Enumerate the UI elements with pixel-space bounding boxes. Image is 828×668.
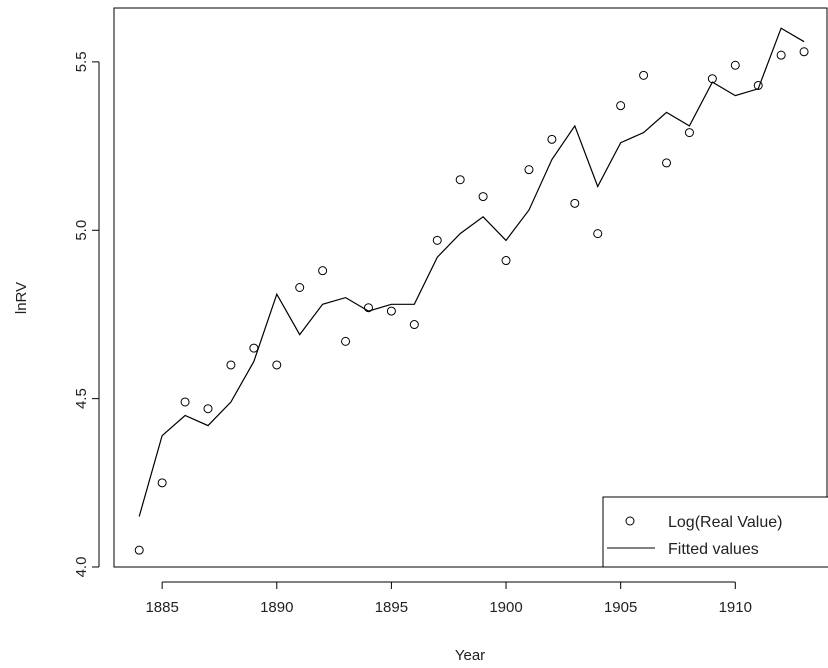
data-point: [157, 478, 167, 488]
data-point: [639, 70, 649, 80]
x-axis: 1885 1890 1895 1900 1905 1910: [145, 581, 752, 616]
data-point: [707, 74, 717, 84]
data-point: [799, 47, 809, 57]
data-point: [593, 229, 603, 239]
fitted-values-series: [138, 27, 805, 517]
data-point: [432, 235, 442, 245]
legend-point-marker: [625, 516, 635, 526]
data-point: [570, 198, 580, 208]
data-point: [616, 101, 626, 111]
data-point: [295, 283, 305, 292]
data-point: [524, 165, 534, 175]
data-point: [684, 128, 694, 138]
data-point: [478, 192, 488, 202]
y-tick-label: 4.0: [73, 557, 90, 578]
data-point: [547, 134, 557, 144]
legend-box: [602, 496, 828, 568]
data-point: [386, 306, 396, 316]
x-tick-label: 1890: [260, 599, 293, 616]
y-tick-label: 4.5: [73, 388, 90, 409]
data-point: [272, 360, 282, 370]
x-tick-label: 1905: [604, 599, 637, 616]
x-axis-title: Year: [455, 647, 485, 664]
data-point: [501, 256, 511, 266]
log-real-value-series: [134, 47, 809, 555]
y-tick-label: 5.5: [73, 51, 90, 72]
data-point: [363, 303, 373, 313]
data-point: [730, 60, 740, 70]
data-point: [180, 397, 190, 407]
data-point: [776, 50, 786, 60]
legend: Log(Real Value) Fitted values: [602, 496, 828, 568]
y-tick-label: 5.0: [73, 220, 90, 241]
data-point: [409, 320, 419, 330]
data-point: [753, 80, 763, 90]
x-tick-label: 1895: [375, 599, 408, 616]
data-point: [203, 404, 213, 414]
data-point: [226, 360, 236, 370]
data-point: [134, 545, 144, 555]
data-point: [662, 158, 672, 168]
y-axis: 4.0 4.5 5.0 5.5: [73, 51, 100, 578]
fitted-values-line: [138, 27, 805, 517]
legend-label-points: Log(Real Value): [668, 514, 782, 531]
x-tick-label: 1885: [145, 599, 178, 616]
x-tick-label: 1910: [719, 599, 752, 616]
data-point: [249, 343, 259, 353]
plot-frame: [113, 7, 828, 568]
data-point: [341, 336, 351, 346]
y-axis-title: lnRV: [13, 282, 30, 314]
data-point: [455, 175, 465, 185]
x-tick-label: 1900: [489, 599, 522, 616]
data-point: [318, 266, 328, 276]
legend-label-line: Fitted values: [668, 541, 759, 558]
